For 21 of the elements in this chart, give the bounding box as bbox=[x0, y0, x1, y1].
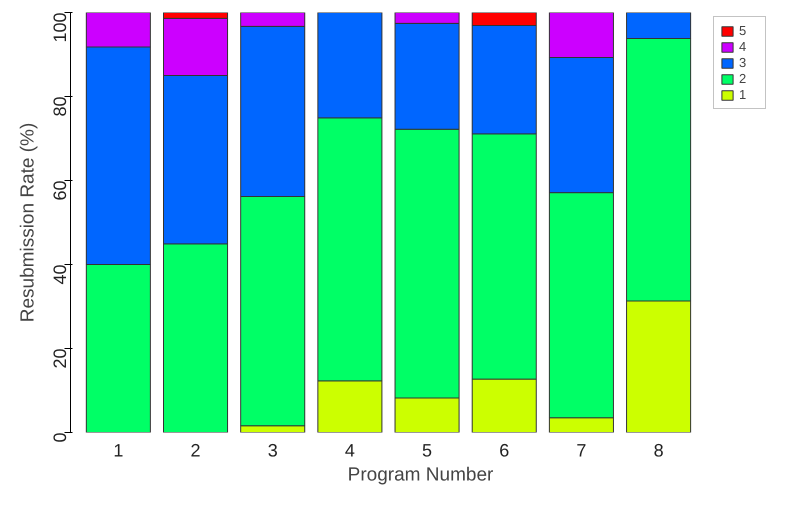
x-tick-label: 3 bbox=[268, 440, 278, 460]
x-tick-label: 8 bbox=[654, 440, 664, 460]
legend-label: 1 bbox=[739, 87, 748, 102]
x-tick-label: 4 bbox=[344, 440, 355, 460]
y-axis-title: Resubmission Rate (%) bbox=[18, 122, 38, 322]
legend-label: 3 bbox=[739, 55, 748, 70]
y-tick-label: 0 bbox=[50, 432, 70, 443]
x-tick-label: 5 bbox=[422, 440, 432, 460]
y-tick-label: 60 bbox=[50, 180, 70, 201]
legend-label: 2 bbox=[739, 71, 748, 86]
y-tick-label: 20 bbox=[50, 348, 70, 369]
y-tick-label: 40 bbox=[50, 264, 70, 285]
y-tick-label: 80 bbox=[50, 96, 70, 117]
x-tick-label: 2 bbox=[190, 440, 201, 460]
x-axis-title: Program Number bbox=[348, 464, 494, 486]
y-tick-label: 100 bbox=[50, 12, 70, 43]
x-tick-label: 7 bbox=[576, 440, 586, 460]
x-tick-label: 1 bbox=[113, 440, 124, 460]
x-tick-label: 6 bbox=[499, 440, 510, 460]
legend-label: 5 bbox=[739, 23, 748, 38]
legend-label: 4 bbox=[739, 39, 748, 54]
